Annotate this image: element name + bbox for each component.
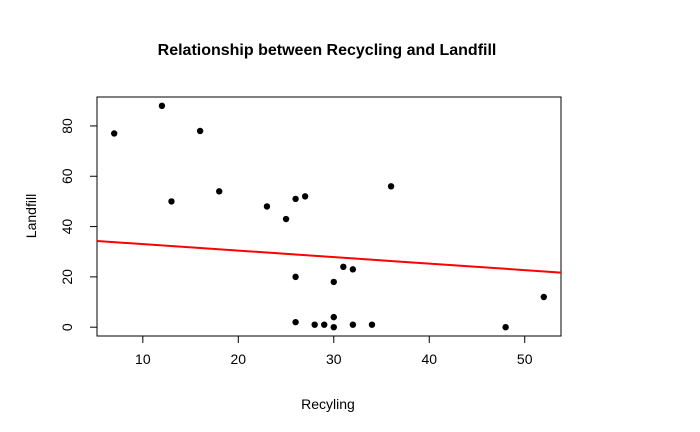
data-point (330, 313, 337, 321)
data-point (110, 130, 118, 137)
data-point (311, 321, 318, 328)
data-point (292, 273, 299, 281)
x-axis-label: Recyling (301, 396, 355, 412)
data-point (158, 102, 166, 110)
data-point (196, 127, 204, 135)
y-tick-label: 0 (59, 323, 75, 331)
x-axis: 10 20 30 40 50 (135, 335, 533, 367)
x-tick-label: 20 (231, 351, 247, 367)
data-point (168, 198, 175, 205)
data-point (368, 321, 376, 328)
y-tick-label: 60 (59, 168, 75, 184)
data-point (282, 215, 290, 223)
y-tick-label: 40 (59, 219, 75, 235)
y-tick-label: 80 (59, 118, 75, 134)
data-point (321, 321, 328, 328)
data-point (387, 183, 395, 190)
x-tick-label: 10 (135, 351, 151, 367)
x-tick-label: 30 (326, 351, 342, 367)
data-point (301, 193, 309, 200)
x-tick-label: 50 (517, 351, 533, 367)
data-point (330, 323, 337, 331)
data-point (263, 203, 271, 210)
plot-frame (96, 96, 562, 337)
data-point (349, 266, 357, 273)
data-point (540, 293, 548, 301)
y-axis: 0 20 40 60 80 (59, 118, 98, 331)
data-point (292, 318, 299, 326)
data-point (340, 263, 347, 271)
y-tick-label: 20 (59, 269, 75, 285)
regression-line (97, 239, 561, 274)
chart-title: Relationship between Recycling and Landf… (158, 42, 497, 59)
data-point (502, 323, 509, 331)
y-axis-label: Landfill (23, 194, 39, 238)
data-point (330, 278, 337, 286)
data-point (292, 195, 299, 203)
data-point (349, 321, 357, 328)
regression-line-group (97, 239, 561, 274)
x-tick-label: 40 (421, 351, 437, 367)
data-points (110, 102, 548, 331)
data-point (216, 188, 223, 195)
